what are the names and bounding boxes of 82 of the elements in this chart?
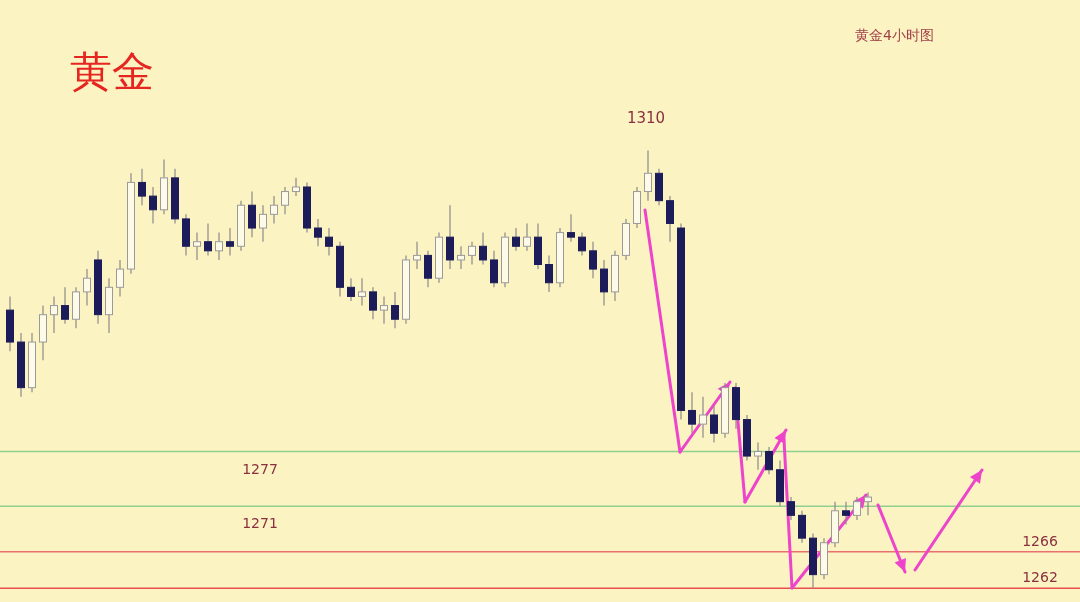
candlestick [556,227,564,288]
candlestick [776,460,784,507]
candlestick [380,295,388,325]
candlestick [226,227,234,256]
annotation: 1310 [626,108,666,127]
candlestick [424,250,432,288]
candlestick [765,446,773,475]
candlestick [688,391,696,434]
candlestick [622,218,630,261]
candlestick [413,241,421,270]
candlestick [842,501,850,526]
candlestick [347,277,355,302]
candlestick [798,510,806,544]
candlestick [523,222,531,252]
candlestick [820,537,828,580]
candlestick [204,222,212,256]
candlestick [116,259,124,298]
candlestick [578,231,586,256]
candlestick [39,304,47,361]
candlestick [72,286,80,329]
candlestick [402,254,410,325]
candlestick [721,382,729,439]
candlestick [248,190,256,238]
candlestick [215,231,223,261]
candlestick [600,259,608,307]
candlestick [358,277,366,307]
ref-line-label: 1262 [1022,569,1058,586]
candlestick [468,241,476,266]
candlestick [127,172,135,275]
candlestick [193,231,201,261]
candlestick [83,268,91,307]
candlestick [699,396,707,439]
candlestick [171,168,179,225]
candlestick [391,291,399,329]
candlestick [314,218,322,247]
candlestick [633,186,641,229]
candlestick [50,295,58,334]
candlestick [853,496,861,521]
candlestick [105,277,113,334]
candlestick [138,168,146,206]
candlestick [864,491,872,516]
candlestick [17,332,25,398]
candlestick [534,222,542,270]
candlestick [303,181,311,234]
candlestick [754,441,762,471]
candlestick [831,501,839,548]
candlestick [94,250,102,325]
candlestick [655,168,663,206]
candlestick [149,186,157,225]
candlestick [479,231,487,266]
candlestick [512,227,520,252]
candlestick [457,245,465,270]
candlestick [160,159,168,215]
text: 黄金4小时图 [855,27,934,43]
candlestick [182,213,190,256]
candlestick [6,295,14,352]
candlestick [369,286,377,320]
ref-line-label: 1277 [242,460,278,477]
candlestick [611,250,619,302]
candlestick [281,186,289,215]
ref-line-label: 1271 [242,515,278,532]
candlestick [567,213,575,243]
candlestick [589,241,597,279]
candlestick [490,250,498,288]
candlestick [61,286,69,325]
ref-line-label: 1266 [1022,532,1058,549]
candlestick [292,177,300,197]
candlestick [545,254,553,293]
candlestick [435,231,443,284]
candlestick [28,332,36,393]
candlestick [644,149,652,202]
candlestick [259,204,267,243]
candlestick [325,227,333,256]
candlestick [501,231,509,288]
candlestick [710,405,718,443]
candlestick [809,532,817,589]
candlestick [237,200,245,252]
candlestick [787,496,795,521]
candlestick [446,204,454,270]
candlestick [270,195,278,225]
candlestick [336,241,344,298]
text: 黄金 [70,47,154,96]
